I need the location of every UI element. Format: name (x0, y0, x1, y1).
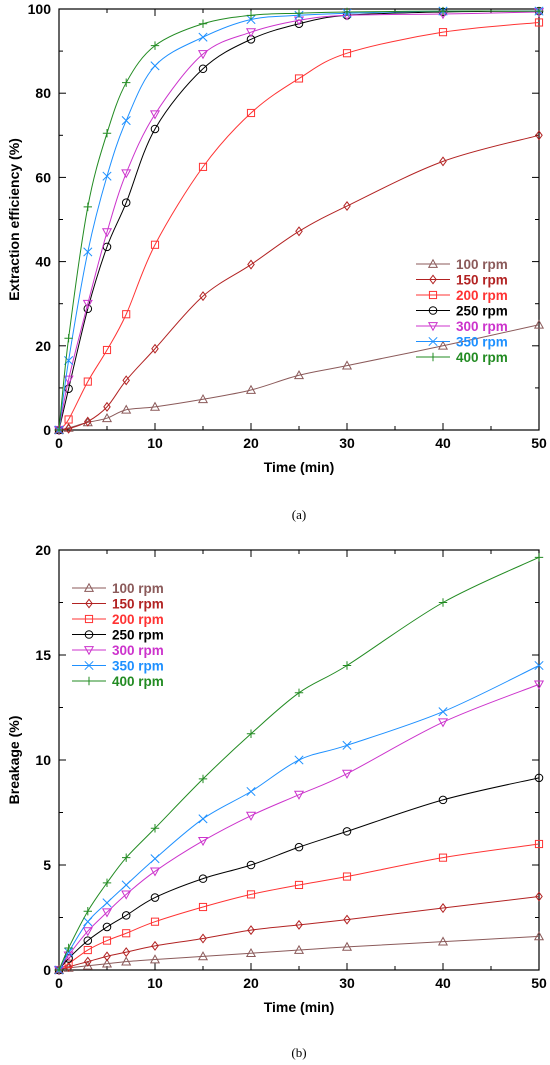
panel-b-legend-label: 150 rpm (112, 597, 164, 612)
panel-b-legend-label: 200 rpm (112, 612, 164, 627)
panel-a-x-tick-label: 30 (339, 435, 355, 451)
panel-b-y-tick-label: 15 (35, 647, 51, 663)
panel-a-data-point (247, 11, 255, 19)
panel-b-y-axis-title: Breakage (%) (6, 716, 22, 805)
panel-a-data-point (103, 172, 111, 180)
panel-b-x-tick-label: 50 (531, 975, 547, 991)
panel-a-y-tick-label: 40 (35, 254, 51, 270)
panel-a-legend-marker (429, 353, 437, 361)
panel-b-legend: 100 rpm150 rpm200 rpm250 rpm300 rpm350 r… (72, 581, 164, 689)
panel-b-legend-marker (85, 677, 93, 685)
panel-b-data-point (343, 661, 351, 669)
panel-a-data-point (199, 20, 207, 28)
panel-a-legend-label: 150 rpm (456, 273, 508, 288)
panel-b-series-300-rpm (55, 681, 543, 974)
panel-a-legend-label: 250 rpm (456, 304, 508, 319)
panel-b-caption: (b) (291, 1045, 306, 1060)
panel-b-series-350-rpm (55, 661, 543, 974)
panel-a-data-point (295, 9, 303, 17)
chart-panel-a: 0 10 20 30 40 50 0 20 40 60 80 100 Time (min) Extract… (6, 1, 547, 522)
panel-a-x-tick-label: 50 (531, 435, 547, 451)
panel-b-y-tick-label: 5 (43, 857, 51, 873)
panel-a-x-tick-label: 10 (147, 435, 163, 451)
panel-b-data-point (343, 741, 351, 749)
panel-b-data-point (199, 815, 207, 823)
panel-a-y-tick-label: 100 (28, 1, 52, 17)
panel-b-legend-label: 350 rpm (112, 659, 164, 674)
panel-a-x-tick-label: 40 (435, 435, 451, 451)
panel-b-series-line (59, 778, 539, 970)
panel-a-y-axis-title: Extraction efficiency (%) (6, 138, 22, 301)
panel-a-caption: (a) (292, 507, 306, 522)
panel-b-series-250-rpm (55, 774, 543, 974)
panel-a-y-tick-label: 0 (43, 422, 51, 438)
panel-b-legend-label: 100 rpm (112, 581, 164, 596)
panel-a-data-point (84, 203, 92, 211)
panel-a-data-point (84, 248, 92, 256)
panel-b-y-tick-label: 10 (35, 752, 51, 768)
panel-b-data-point (103, 899, 111, 907)
panel-a-x-axis-title: Time (min) (264, 459, 335, 475)
panel-a-plot-frame (59, 9, 539, 430)
panel-a-y-tick-label: 60 (35, 169, 51, 185)
panel-b-data-point (247, 787, 255, 795)
panel-b-data-point (84, 907, 92, 915)
panel-b-x-tick-label: 20 (243, 975, 259, 991)
panel-b-data-point (535, 553, 543, 561)
panel-b-data-point (439, 598, 447, 606)
panel-a-data-point (122, 116, 130, 124)
panel-b-x-tick-label: 40 (435, 975, 451, 991)
panel-a-legend-label: 200 rpm (456, 288, 508, 303)
chart-panel-b: 0 10 20 30 40 50 0 5 10 15 20 Time (min) Breakage (%… (6, 542, 547, 1060)
panel-a-x-tick-label: 0 (55, 435, 63, 451)
panel-a-y-tick-label: 80 (35, 85, 51, 101)
panel-b-data-point (151, 855, 159, 863)
panel-b-data-point (439, 708, 447, 716)
panel-b-x-axis-title: Time (min) (264, 999, 335, 1015)
panel-a-x-tick-label: 20 (243, 435, 259, 451)
panel-a-y-tick-label: 20 (35, 338, 51, 354)
panel-a-data-point (122, 78, 130, 86)
panel-b-legend-label: 300 rpm (112, 643, 164, 658)
panel-b-legend-label: 250 rpm (112, 628, 164, 643)
panel-b-series-line (59, 684, 539, 970)
panel-a-data-point (151, 62, 159, 70)
panel-a-legend-label: 300 rpm (456, 319, 508, 334)
panel-b-x-tick-label: 0 (55, 975, 63, 991)
panel-b-data-point (295, 689, 303, 697)
panel-b-y-tick-label: 20 (35, 542, 51, 558)
panel-a-data-point (199, 33, 207, 41)
panel-a-series-line (59, 22, 539, 430)
panel-b-data-point (122, 881, 130, 889)
panel-b-y-tick-label: 0 (43, 962, 51, 978)
panel-a-series-line (59, 11, 539, 430)
panel-b-x-tick-label: 10 (147, 975, 163, 991)
panel-b-data-point (84, 918, 92, 926)
panel-b-series-line (59, 897, 539, 971)
panel-b-x-tick-label: 30 (339, 975, 355, 991)
panel-a-data-point (103, 129, 111, 137)
panel-a-legend-label: 100 rpm (456, 257, 508, 272)
panel-a-series-250-rpm (55, 7, 543, 433)
panel-b-series-line (59, 666, 539, 971)
panel-a-legend-label: 350 rpm (456, 335, 508, 350)
panel-b-data-point (103, 879, 111, 887)
panel-b-data-point (295, 756, 303, 764)
panel-b-legend-label: 400 rpm (112, 674, 164, 689)
panel-a-legend-label: 400 rpm (456, 350, 508, 365)
